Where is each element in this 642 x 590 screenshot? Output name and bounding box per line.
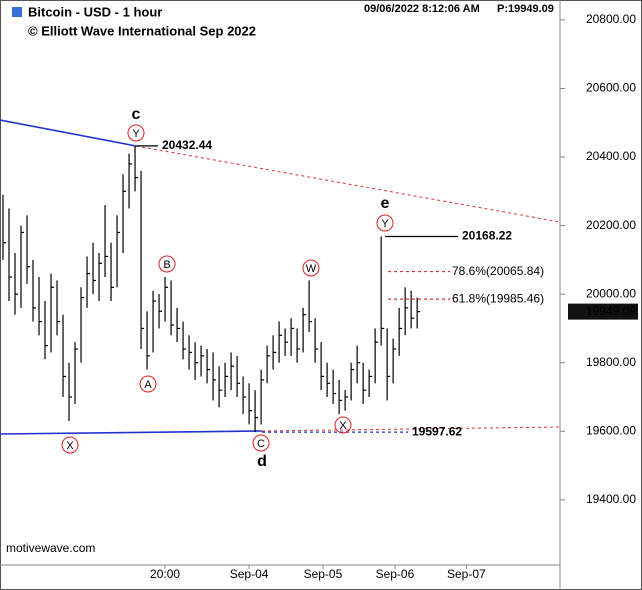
wave-label: Y bbox=[132, 128, 140, 140]
trendline bbox=[0, 119, 137, 147]
wave-circle bbox=[252, 434, 270, 452]
symbol-icon bbox=[12, 7, 22, 17]
y-tick-label: 20000.00 bbox=[586, 286, 636, 300]
wave-label: X bbox=[66, 440, 74, 452]
y-tick-label: 20800.00 bbox=[586, 12, 636, 26]
wave-circle bbox=[139, 375, 157, 393]
wave-label: C bbox=[257, 438, 265, 450]
chart-title: Bitcoin - USD - 1 hour bbox=[28, 4, 162, 19]
wave-circle bbox=[376, 214, 394, 232]
wave-circle bbox=[61, 436, 79, 454]
wave-circle bbox=[127, 124, 145, 142]
y-tick-label: 19600.00 bbox=[586, 423, 636, 437]
y-tick-label: 20400.00 bbox=[586, 149, 636, 163]
x-tick-label: Sep-04 bbox=[230, 567, 269, 581]
y-tick-label: 20200.00 bbox=[586, 218, 636, 232]
wave-degree-label: d bbox=[257, 453, 267, 470]
wave-degree-label: e bbox=[381, 195, 390, 212]
price-marker-bg bbox=[568, 303, 638, 320]
x-tick-label: Sep-07 bbox=[447, 567, 486, 581]
y-tick-label: 19400.00 bbox=[586, 492, 636, 506]
level-label: 19597.62 bbox=[412, 424, 462, 438]
wave-label: B bbox=[163, 259, 170, 271]
x-tick-label: Sep-06 bbox=[376, 567, 415, 581]
x-tick-label: 20:00 bbox=[150, 567, 180, 581]
trendline bbox=[0, 430, 263, 435]
wave-label: W bbox=[306, 263, 317, 275]
timestamp: 09/06/2022 8:12:06 AM bbox=[364, 3, 480, 15]
wave-circle bbox=[302, 259, 320, 277]
trendline-extension bbox=[261, 426, 561, 432]
chart-subtitle: © Elliott Wave International Sep 2022 bbox=[28, 23, 256, 38]
price-label: P:19949.09 bbox=[497, 3, 554, 15]
level-label: 20432.44 bbox=[162, 138, 212, 152]
wave-circle bbox=[334, 416, 352, 434]
x-tick-label: Sep-05 bbox=[304, 567, 343, 581]
level-label: 78.6%(20065.84) bbox=[452, 264, 544, 278]
level-label: 61.8%(19985.46) bbox=[452, 291, 544, 305]
wave-circle bbox=[158, 255, 176, 273]
price-marker: 19949.09 bbox=[586, 304, 636, 318]
y-tick-label: 20600.00 bbox=[586, 81, 636, 95]
y-tick-label: 19800.00 bbox=[586, 355, 636, 369]
wave-label: X bbox=[339, 420, 347, 432]
wave-label: Y bbox=[381, 218, 389, 230]
wave-label: A bbox=[144, 379, 152, 391]
level-label: 20168.22 bbox=[462, 229, 512, 243]
wave-degree-label: c bbox=[132, 106, 141, 123]
watermark: motivewave.com bbox=[6, 541, 95, 555]
